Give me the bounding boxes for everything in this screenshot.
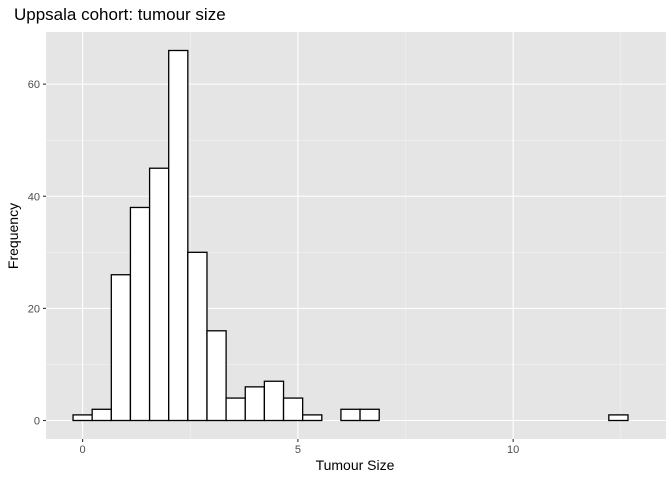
x-tick-label: 0 bbox=[80, 444, 86, 456]
histogram-bar bbox=[302, 414, 323, 422]
histogram-bar bbox=[110, 274, 132, 422]
histogram-bar bbox=[187, 251, 208, 422]
y-tick-label: 60 bbox=[28, 79, 40, 91]
y-tick-label: 40 bbox=[28, 191, 40, 203]
histogram-bar bbox=[340, 408, 361, 422]
x-tick-label: 10 bbox=[507, 444, 519, 456]
histogram-bar bbox=[206, 330, 227, 422]
histogram-bar bbox=[129, 206, 151, 422]
x-axis: 0 5 10 bbox=[80, 439, 519, 456]
x-tick-label: 5 bbox=[295, 444, 301, 456]
histogram-bar bbox=[72, 414, 93, 422]
histogram-bar bbox=[263, 380, 285, 422]
x-axis-title: Tumour Size bbox=[316, 457, 395, 473]
histogram-bar bbox=[168, 49, 189, 422]
histogram-bar bbox=[359, 408, 380, 422]
histogram-bar bbox=[608, 414, 629, 422]
histogram-bar bbox=[91, 408, 112, 422]
chart-title: Uppsala cohort: tumour size bbox=[14, 5, 226, 24]
histogram-bar bbox=[148, 167, 170, 422]
y-tick-label: 0 bbox=[34, 416, 40, 428]
histogram-bar bbox=[225, 397, 246, 422]
histogram-bar bbox=[244, 386, 266, 422]
histogram-bars bbox=[72, 49, 629, 422]
y-tick-label: 20 bbox=[28, 303, 40, 315]
y-axis-title: Frequency bbox=[5, 203, 21, 269]
y-axis: 0 20 40 60 bbox=[28, 79, 46, 428]
histogram-bar bbox=[282, 397, 304, 422]
